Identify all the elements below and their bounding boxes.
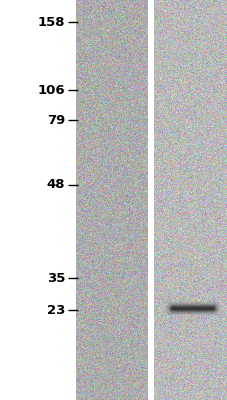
Text: 79: 79 xyxy=(47,114,65,126)
Text: 106: 106 xyxy=(37,84,65,96)
Text: 158: 158 xyxy=(37,16,65,28)
Text: 35: 35 xyxy=(46,272,65,284)
Text: 23: 23 xyxy=(46,304,65,316)
Text: 48: 48 xyxy=(46,178,65,192)
